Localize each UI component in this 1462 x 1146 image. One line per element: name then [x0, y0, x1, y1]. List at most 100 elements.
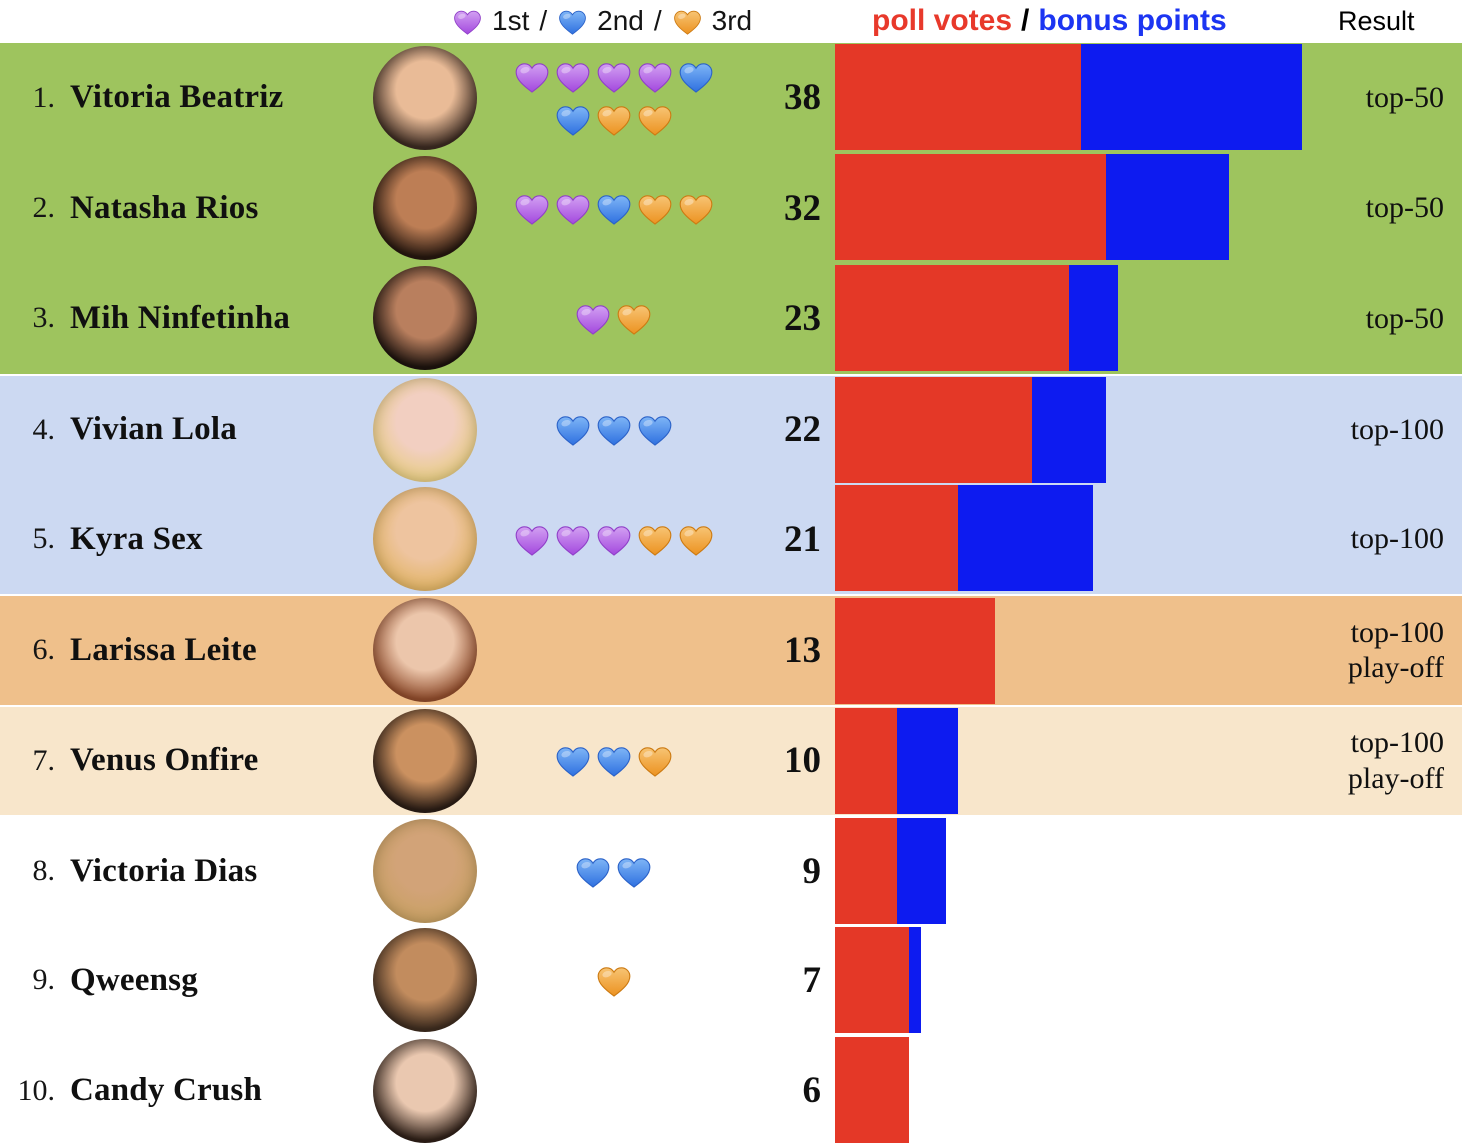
poll-votes-bar [835, 264, 1069, 371]
contestant-name: Vivian Lola [70, 411, 237, 448]
orange-heart-icon [673, 10, 701, 35]
contestant-name: Venus Onfire [70, 742, 259, 779]
avatar-cell [368, 1038, 482, 1143]
heart-line [554, 98, 674, 140]
avatar-cell [368, 377, 482, 482]
contestant-name: Victoria Dias [70, 852, 258, 889]
purple-heart-icon [515, 525, 548, 556]
bar-chart-cell [835, 925, 1312, 1035]
purple-heart-icon [556, 194, 589, 225]
heart-line [595, 959, 633, 1001]
table-row: 2. Natasha Rios 32 top-50 [0, 152, 1462, 264]
avatar [373, 45, 477, 150]
rank-number: 9. [32, 963, 56, 997]
rank-number: 6. [32, 633, 56, 667]
bonus-points-legend-label: bonus points [1038, 4, 1227, 38]
avatar-cell [368, 928, 482, 1033]
bar-chart-cell [835, 153, 1312, 263]
rank-number: 8. [32, 854, 56, 888]
purple-heart-icon [454, 10, 481, 35]
orange-heart-icon [597, 967, 630, 997]
heart-line [574, 297, 653, 339]
heart-line [513, 518, 715, 560]
avatar [373, 266, 477, 371]
poll-votes-legend-label: poll votes [872, 4, 1013, 38]
poll-votes-bar [835, 818, 897, 925]
contestant-name: Candy Crush [70, 1072, 263, 1109]
orange-heart-icon [638, 525, 671, 556]
avatar [373, 1038, 477, 1143]
legend-separator: / [653, 5, 662, 37]
result-label: top-50 [1365, 301, 1444, 335]
result-label: top-100 play-off [1347, 616, 1444, 685]
avatar [373, 928, 477, 1033]
orange-heart-icon [638, 194, 671, 225]
bar-chart-cell [835, 707, 1312, 815]
avatar [373, 708, 477, 813]
orange-heart-icon [638, 106, 671, 136]
legend-separator: / [539, 5, 548, 37]
poll-votes-bar [835, 154, 1106, 261]
bar-chart-cell [835, 43, 1312, 153]
bar-chart-cell [835, 484, 1312, 594]
bar-chart-cell [835, 376, 1312, 484]
bonus-points-bar [908, 926, 922, 1033]
heart-line [554, 740, 674, 782]
poll-votes-bar [835, 708, 897, 815]
avatar-cell [368, 487, 482, 592]
rank-number: 4. [32, 412, 56, 446]
result-label: top-50 [1365, 81, 1444, 115]
poll-votes-bar [835, 44, 1081, 151]
blue-heart-icon [679, 63, 712, 93]
total-score: 10 [784, 740, 821, 782]
poll-votes-bar [835, 926, 909, 1033]
ranking-rows: 1. Vitoria Beatriz 38 top-50 2. Natasha … [0, 42, 1462, 1146]
blue-heart-icon [638, 416, 671, 446]
blue-heart-icon [556, 416, 589, 446]
avatar-cell [368, 45, 482, 150]
bar-chart-cell [835, 1036, 1312, 1146]
poll-votes-bar [835, 377, 1032, 484]
purple-heart-icon [556, 525, 589, 556]
purple-heart-icon [597, 525, 630, 556]
contestant-name: Natasha Rios [70, 189, 259, 226]
orange-heart-icon [597, 106, 630, 136]
heart-line [574, 850, 653, 892]
blue-heart-icon [597, 194, 630, 225]
rank-number: 2. [32, 191, 56, 225]
purple-heart-icon [556, 63, 589, 93]
bar-legend: poll votes / bonus points [872, 0, 1227, 43]
bonus-points-bar [1105, 154, 1229, 261]
bonus-hearts [482, 740, 745, 782]
blue-heart-icon [559, 10, 587, 35]
table-row: 5. Kyra Sex 21 top-100 [0, 483, 1462, 595]
blue-heart-icon [597, 416, 630, 446]
poll-votes-bar [835, 597, 995, 704]
blue-heart-icon [556, 106, 589, 136]
orange-heart-icon [617, 305, 651, 335]
rank-number: 3. [32, 301, 56, 335]
bonus-hearts [482, 850, 745, 892]
table-row: 1. Vitoria Beatriz 38 top-50 [0, 42, 1462, 153]
bar-chart-cell [835, 263, 1312, 373]
result-label: top-50 [1365, 191, 1444, 225]
total-score: 13 [784, 629, 821, 671]
avatar-cell [368, 708, 482, 813]
blue-heart-icon [617, 857, 651, 888]
rank-number: 1. [32, 80, 56, 114]
avatar-cell [368, 598, 482, 703]
bar-chart-cell [835, 596, 1312, 704]
rank-number: 10. [17, 1073, 56, 1107]
contestant-name: Mih Ninfetinha [70, 299, 291, 336]
bonus-hearts-legend: 1st / 2nd / 3rd [452, 0, 752, 43]
bonus-points-bar [1081, 44, 1303, 151]
header-row: 1st / 2nd / 3rd poll votes / bonus points Re… [0, 0, 1462, 43]
purple-heart-icon [515, 63, 548, 93]
bonus-hearts [482, 959, 745, 1001]
legend-rank-label: 1st [492, 5, 530, 37]
bonus-hearts [482, 187, 745, 229]
result-label: top-100 play-off [1347, 726, 1444, 795]
table-row: 10. Candy Crush 6 [0, 1035, 1462, 1146]
bonus-hearts [482, 409, 745, 451]
